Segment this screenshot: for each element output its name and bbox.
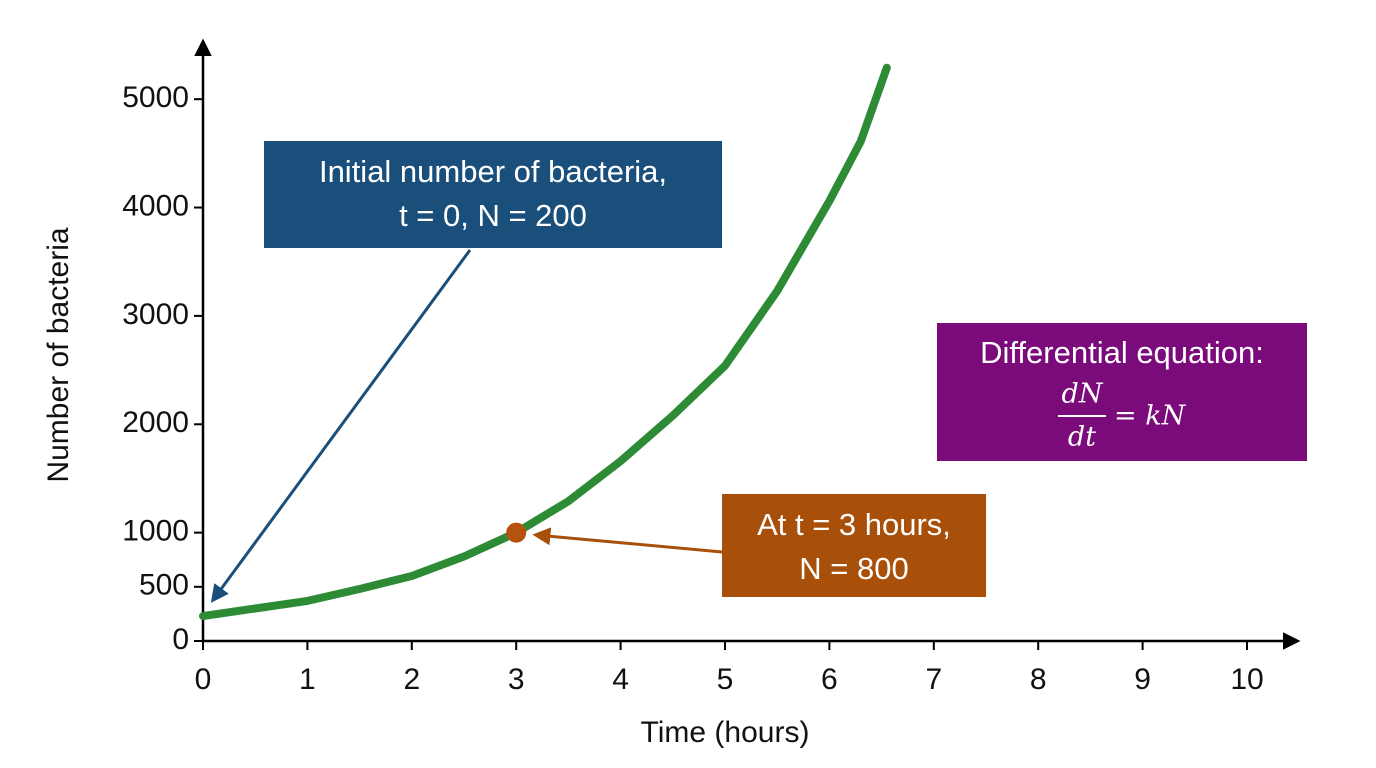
x-tick-label: 7 <box>925 663 942 696</box>
x-tick-label: 4 <box>612 663 629 696</box>
growth-curve <box>199 63 891 621</box>
y-tick-label: 5000 <box>122 81 189 114</box>
annotation-text: Initial number of bacteria, <box>319 154 667 189</box>
y-tick-label: 2000 <box>122 406 189 439</box>
fraction-numerator: dN <box>1062 379 1104 410</box>
x-tick-label: 3 <box>508 663 525 696</box>
x-tick-label: 10 <box>1230 663 1263 696</box>
x-tick-label: 8 <box>1030 663 1047 696</box>
x-tick-label: 5 <box>717 663 734 696</box>
annotation: At t = 3 hours, N = 800 <box>722 494 986 597</box>
x-tick-label: 1 <box>299 663 316 696</box>
annotation-text: t = 0, N = 200 <box>399 198 587 233</box>
y-tick-label: 0 <box>172 623 189 656</box>
annotation-text: N = 800 <box>799 551 908 586</box>
annotation-text: At t = 3 hours, <box>757 507 951 542</box>
highlight-point <box>506 522 527 543</box>
y-tick-label: 1000 <box>122 515 189 548</box>
arrow <box>210 249 472 603</box>
x-tick-label: 0 <box>195 663 212 696</box>
annotation-box <box>937 323 1307 461</box>
y-tick-label: 3000 <box>122 298 189 331</box>
arrow <box>532 527 723 554</box>
annotation-text: Differential equation: <box>980 335 1264 370</box>
x-axis-label: Time (hours) <box>641 716 810 749</box>
fraction-denominator: dt <box>1068 422 1096 453</box>
x-tick-label: 6 <box>821 663 838 696</box>
annotation-box <box>722 494 986 597</box>
y-tick-label: 4000 <box>122 189 189 222</box>
x-tick-label: 2 <box>403 663 420 696</box>
x-tick-label: 9 <box>1134 663 1151 696</box>
annotation-box <box>264 141 722 248</box>
annotation: Initial number of bacteria, t = 0, N = 20… <box>264 141 722 248</box>
annotation: Differential equation: dN dt = kN <box>937 323 1307 461</box>
equation-rhs: = kN <box>1114 401 1187 432</box>
y-tick-label: 500 <box>139 569 189 602</box>
y-axis-label: Number of bacteria <box>42 227 75 482</box>
